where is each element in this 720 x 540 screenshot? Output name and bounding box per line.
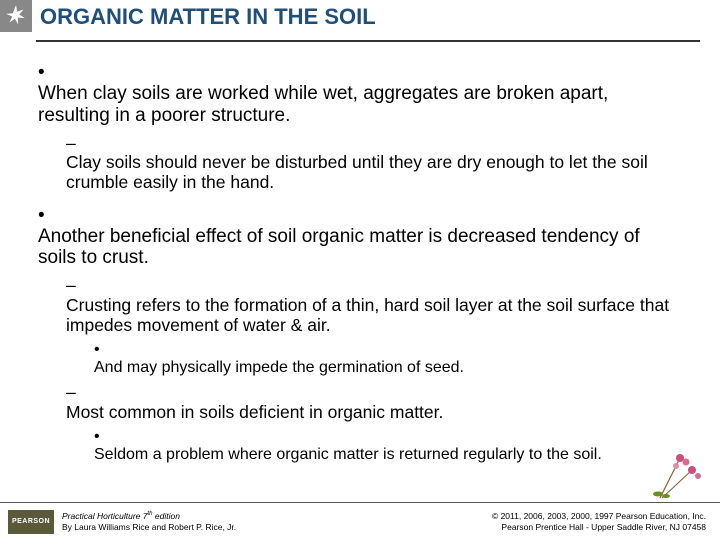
bullet-text: Most common in soils deficient in organi… xyxy=(66,403,672,423)
slide-title: ORGANIC MATTER IN THE SOIL xyxy=(40,4,376,30)
star-icon xyxy=(0,0,32,32)
copyright-line: © 2011, 2006, 2003, 2000, 1997 Pearson E… xyxy=(492,511,706,521)
book-edition: edition xyxy=(153,511,180,521)
book-title: Practical Horticulture 7 xyxy=(62,511,148,521)
bullet-text: Crusting refers to the formation of a th… xyxy=(66,296,672,335)
bullet-text: Clay soils should never be disturbed unt… xyxy=(66,153,672,192)
bullet-text: And may physically impede the germinatio… xyxy=(94,359,674,377)
book-authors: By Laura Williams Rice and Robert P. Ric… xyxy=(62,522,236,532)
copyright-line: Pearson Prentice Hall - Upper Saddle Riv… xyxy=(492,522,706,532)
bullet-text: Another beneficial effect of soil organi… xyxy=(38,226,670,269)
dash-icon: – xyxy=(66,276,82,296)
bullet-text: When clay soils are worked while wet, ag… xyxy=(38,83,670,126)
bullet-text: Seldom a problem where organic matter is… xyxy=(94,446,674,464)
slide-header: ORGANIC MATTER IN THE SOIL xyxy=(0,0,720,46)
slide-content: • When clay soils are worked while wet, … xyxy=(38,62,692,470)
title-underline xyxy=(36,40,700,42)
bullet-level3: • Seldom a problem where organic matter … xyxy=(94,428,692,464)
bullet-level3: • And may physically impede the germinat… xyxy=(94,341,692,377)
bullet-dot-icon: • xyxy=(94,428,108,446)
bullet-level1: • When clay soils are worked while wet, … xyxy=(38,62,692,126)
footer-copyright: © 2011, 2006, 2003, 2000, 1997 Pearson E… xyxy=(492,511,706,531)
bullet-dot-icon: • xyxy=(38,205,56,226)
footer-left: PEARSON Practical Horticulture 7th editi… xyxy=(8,510,236,534)
footer-book-info: Practical Horticulture 7th edition By La… xyxy=(62,511,236,531)
flower-decoration xyxy=(640,450,712,500)
slide-footer: PEARSON Practical Horticulture 7th editi… xyxy=(0,502,720,540)
dash-icon: – xyxy=(66,383,82,403)
pearson-logo: PEARSON xyxy=(8,510,54,534)
bullet-dot-icon: • xyxy=(94,341,108,359)
bullet-level2: – Most common in soils deficient in orga… xyxy=(66,383,692,422)
bullet-level2: – Clay soils should never be disturbed u… xyxy=(66,134,692,193)
bullet-level1: • Another beneficial effect of soil orga… xyxy=(38,205,692,269)
bullet-dot-icon: • xyxy=(38,62,56,83)
bullet-level2: – Crusting refers to the formation of a … xyxy=(66,276,692,335)
dash-icon: – xyxy=(66,134,82,154)
